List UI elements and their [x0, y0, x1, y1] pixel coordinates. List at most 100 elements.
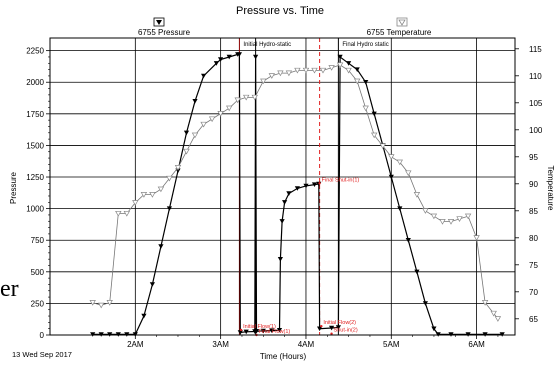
pressure-point	[431, 326, 437, 332]
pressure-point	[158, 244, 164, 249]
event-annotations: Final Shut-in(1) Initial Flow(1)Final Flo…	[239, 177, 360, 337]
pressure-point	[237, 330, 243, 335]
temperature-point	[494, 316, 502, 322]
temperature-point	[490, 310, 497, 317]
x-tick-label-3AM: 3AM	[212, 340, 229, 349]
pressure-point	[277, 257, 283, 262]
pressure-point	[346, 61, 352, 66]
y-axis-label: Pressure	[9, 171, 18, 204]
temperature-point	[328, 65, 335, 71]
y-tick-label-250: 250	[31, 299, 45, 308]
temperature-point	[157, 186, 165, 193]
temperature-point	[285, 70, 293, 77]
y2-tick-label-115: 115	[529, 45, 542, 54]
pressure-point	[422, 301, 428, 306]
temperature-point	[481, 300, 489, 306]
temperature-point	[217, 111, 224, 117]
temperature-point	[311, 67, 318, 74]
temperature-point	[456, 216, 463, 223]
grid	[50, 38, 515, 336]
temperature-point	[243, 94, 250, 101]
temperature-point	[183, 148, 190, 155]
y-tick-label-1750: 1750	[26, 110, 44, 119]
pressure-point	[317, 326, 323, 332]
annotation-label-0: Final Shut-in(1)	[322, 177, 360, 183]
pressure-point	[414, 269, 420, 275]
pressure-point	[282, 200, 288, 205]
annotation-label-4: Shut-in(2)	[334, 328, 358, 334]
event-marker-label-2: Final Hydro static	[342, 42, 388, 48]
temperature-point	[191, 132, 199, 139]
temperature-point	[413, 192, 421, 198]
temperature-point	[430, 213, 438, 220]
annotation-label-2: Final Flow(1)	[258, 329, 290, 335]
y-tick-label-2000: 2000	[26, 78, 44, 87]
pressure-point	[201, 73, 207, 79]
temperature-point	[115, 210, 122, 217]
pressure-point	[253, 54, 259, 60]
pressure-point	[371, 111, 377, 117]
plot-frame	[49, 37, 516, 336]
temperature-point	[208, 116, 216, 123]
temperature-point	[388, 154, 395, 160]
temperature-point	[473, 235, 480, 241]
temperature-point	[277, 70, 284, 77]
temperature-point	[439, 219, 446, 225]
y2-tick-label-85: 85	[529, 207, 538, 216]
pressure-point	[183, 130, 190, 136]
y-tick-label-2250: 2250	[26, 47, 44, 56]
pressure-point	[329, 325, 335, 331]
pressure-point	[354, 67, 360, 72]
x-axis-label: Time (Hours)	[260, 352, 307, 361]
pressure-point	[286, 191, 292, 196]
pressure-point	[141, 313, 147, 319]
y-tick-label-1000: 1000	[26, 205, 44, 214]
y2-tick-label-105: 105	[529, 99, 543, 108]
temperature-point	[371, 132, 378, 139]
pressure-point	[405, 238, 411, 243]
temperature-point	[234, 97, 241, 104]
temperature-point	[174, 165, 182, 171]
temperature-point	[106, 300, 113, 306]
event-marker-label-0: Initial Hydro-static	[243, 42, 291, 48]
pressure-point	[335, 325, 341, 330]
y2-tick-label-65: 65	[529, 315, 538, 324]
pressure-legend-marker	[156, 20, 162, 25]
temperature-point	[362, 105, 369, 112]
pressure-point	[388, 174, 394, 180]
temperature-point	[149, 192, 156, 198]
annotation-dot-0	[318, 182, 321, 185]
annotation-label-3: Initial Flow(2)	[323, 320, 356, 326]
temperature-point	[345, 67, 352, 74]
temperature-point	[140, 192, 148, 198]
pressure-point	[213, 61, 219, 66]
stray-text: er	[0, 276, 19, 302]
x-tick-label-6AM: 6AM	[468, 340, 485, 349]
pressure-legend-label: 6755 Pressure	[138, 28, 191, 37]
pressure-point	[192, 99, 198, 104]
temperature-point	[132, 200, 139, 206]
temperature-point	[200, 121, 207, 128]
annotation-dot-4	[330, 332, 333, 335]
axes: 0 250 500 750 1000 1250 1500 1750 2000 2250 65 70 75…	[26, 45, 543, 349]
temperature-point	[405, 170, 412, 177]
temperature-point	[260, 78, 267, 85]
pressure-point	[218, 57, 224, 62]
pressure-point	[397, 206, 403, 211]
x-tick-label-5AM: 5AM	[383, 340, 400, 349]
temperature-point	[319, 67, 327, 74]
pressure-point	[276, 328, 283, 333]
y2-tick-label-80: 80	[529, 234, 538, 243]
y2-tick-label-110: 110	[529, 72, 542, 81]
y2-tick-label-75: 75	[529, 261, 538, 270]
pressure-point	[253, 329, 260, 334]
y2-tick-label-90: 90	[529, 180, 538, 189]
temperature-legend-marker	[398, 19, 406, 26]
temperature-point	[422, 208, 429, 214]
temperature-point	[447, 219, 455, 225]
temperature-point	[123, 210, 130, 217]
y2-axis-label: Temperature	[546, 166, 555, 211]
y-tick-label-1500: 1500	[26, 141, 44, 150]
temperature-point	[464, 213, 472, 220]
date-label: 13 Wed Sep 2017	[12, 350, 72, 359]
